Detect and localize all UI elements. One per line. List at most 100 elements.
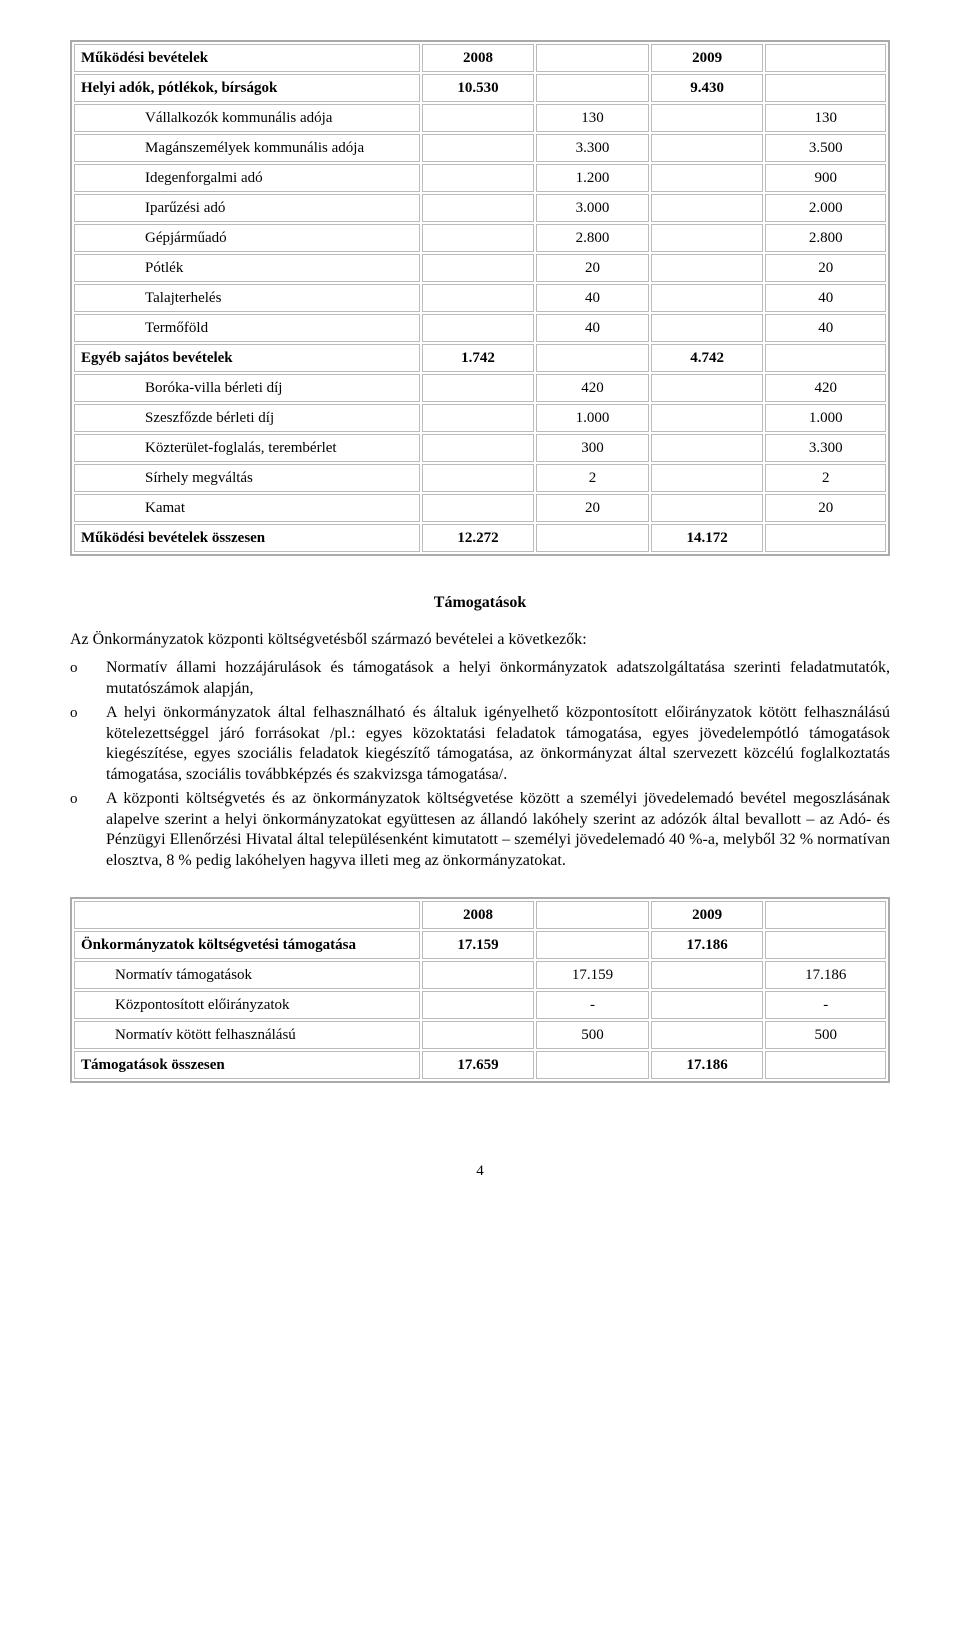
- support-heading: Támogatások: [70, 594, 890, 612]
- bullet-marker: o: [70, 658, 84, 699]
- row-value: [422, 164, 535, 192]
- table-row: Normatív kötött felhasználású500500: [74, 1021, 886, 1049]
- row-value: [422, 404, 535, 432]
- row-value: [651, 494, 764, 522]
- table-row: Termőföld4040: [74, 314, 886, 342]
- table-row: Támogatások összesen17.65917.186: [74, 1051, 886, 1079]
- row-value: [651, 434, 764, 462]
- table-row: Helyi adók, pótlékok, bírságok10.5309.43…: [74, 74, 886, 102]
- row-value: [422, 284, 535, 312]
- spacer: [536, 901, 649, 929]
- row-value: 900: [765, 164, 886, 192]
- page-number: 4: [70, 1163, 890, 1180]
- spacer: [74, 901, 420, 929]
- year-2009: 2009: [651, 901, 764, 929]
- spacer: [536, 44, 649, 72]
- row-value: 20: [765, 494, 886, 522]
- row-value: 1.200: [536, 164, 649, 192]
- row-value: 300: [536, 434, 649, 462]
- row-label: Gépjárműadó: [74, 224, 420, 252]
- row-value: 130: [765, 104, 886, 132]
- table-row: Iparűzési adó 3.000 2.000: [74, 194, 886, 222]
- row-value: 4.742: [651, 344, 764, 372]
- bullet-marker: o: [70, 789, 84, 871]
- year-2009: 2009: [651, 44, 764, 72]
- table-row: Idegenforgalmi adó1.200900: [74, 164, 886, 192]
- row-label: Pótlék: [74, 254, 420, 282]
- year-2008: 2008: [422, 901, 535, 929]
- row-value: [422, 314, 535, 342]
- list-item: o A központi költségvetés és az önkormány…: [70, 789, 890, 871]
- row-value: 500: [536, 1021, 649, 1049]
- row-value: 20: [536, 494, 649, 522]
- row-label: Magánszemélyek kommunális adója: [74, 134, 420, 162]
- row-value: 17.186: [765, 961, 886, 989]
- row-value: 14.172: [651, 524, 764, 552]
- row-value: 20: [536, 254, 649, 282]
- table-header-row: Működési bevételek 2008 2009: [74, 44, 886, 72]
- table-row: Talajterhelés4040: [74, 284, 886, 312]
- row-value: [422, 991, 535, 1019]
- row-value: [651, 404, 764, 432]
- row-value: [765, 931, 886, 959]
- row-value: [536, 74, 649, 102]
- table-row: Önkormányzatok költségvetési támogatása1…: [74, 931, 886, 959]
- table-header-row: 2008 2009: [74, 901, 886, 929]
- table-header-label: Működési bevételek: [74, 44, 420, 72]
- row-value: 2: [536, 464, 649, 492]
- row-value: [651, 464, 764, 492]
- row-value: [536, 931, 649, 959]
- spacer: [765, 44, 886, 72]
- row-value: 17.159: [536, 961, 649, 989]
- bullet-text: A központi költségvetés és az önkormányz…: [106, 789, 890, 871]
- list-item: oNormatív állami hozzájárulások és támog…: [70, 658, 890, 699]
- operating-revenues-table: Működési bevételek 2008 2009 Helyi adók,…: [70, 40, 890, 556]
- row-value: [651, 314, 764, 342]
- table-row: Boróka-villa bérleti díj420420: [74, 374, 886, 402]
- row-value: [765, 524, 886, 552]
- spacer: [765, 901, 886, 929]
- row-label: Normatív kötött felhasználású: [74, 1021, 420, 1049]
- table-row: Egyéb sajátos bevételek1.7424.742: [74, 344, 886, 372]
- row-value: 10.530: [422, 74, 535, 102]
- row-value: [422, 961, 535, 989]
- row-value: [765, 344, 886, 372]
- row-value: 17.186: [651, 1051, 764, 1079]
- row-value: [765, 1051, 886, 1079]
- table-row: Központosított előirányzatok--: [74, 991, 886, 1019]
- row-value: [422, 494, 535, 522]
- row-value: [765, 74, 886, 102]
- row-value: 20: [765, 254, 886, 282]
- row-value: [536, 524, 649, 552]
- row-value: [536, 1051, 649, 1079]
- row-value: [651, 134, 764, 162]
- row-label: Szeszfőzde bérleti díj: [74, 404, 420, 432]
- row-label: Helyi adók, pótlékok, bírságok: [74, 74, 420, 102]
- row-value: [422, 374, 535, 402]
- table-row: Vállalkozók kommunális adója 130 130: [74, 104, 886, 132]
- row-label: Vállalkozók kommunális adója: [74, 104, 420, 132]
- row-value: [422, 224, 535, 252]
- table-row: Kamat 20 20: [74, 494, 886, 522]
- row-value: 12.272: [422, 524, 535, 552]
- row-value: 420: [765, 374, 886, 402]
- row-value: [651, 104, 764, 132]
- support-bullet-list: oNormatív állami hozzájárulások és támog…: [70, 658, 890, 871]
- table-row: Közterület-foglalás, terembérlet 300 3.300: [74, 434, 886, 462]
- list-item: oA helyi önkormányzatok által felhasznál…: [70, 703, 890, 785]
- row-value: 3.300: [765, 434, 886, 462]
- row-value: 3.000: [536, 194, 649, 222]
- row-value: 130: [536, 104, 649, 132]
- row-value: 1.742: [422, 344, 535, 372]
- row-value: [651, 194, 764, 222]
- row-value: 2.800: [765, 224, 886, 252]
- row-value: 2.000: [765, 194, 886, 222]
- row-label: Közterület-foglalás, terembérlet: [74, 434, 420, 462]
- table-row: Sírhely megváltás22: [74, 464, 886, 492]
- table-row: Normatív támogatások17.15917.186: [74, 961, 886, 989]
- row-label: Támogatások összesen: [74, 1051, 420, 1079]
- row-label: Kamat: [74, 494, 420, 522]
- row-label: Központosított előirányzatok: [74, 991, 420, 1019]
- row-label: Működési bevételek összesen: [74, 524, 420, 552]
- row-label: Iparűzési adó: [74, 194, 420, 222]
